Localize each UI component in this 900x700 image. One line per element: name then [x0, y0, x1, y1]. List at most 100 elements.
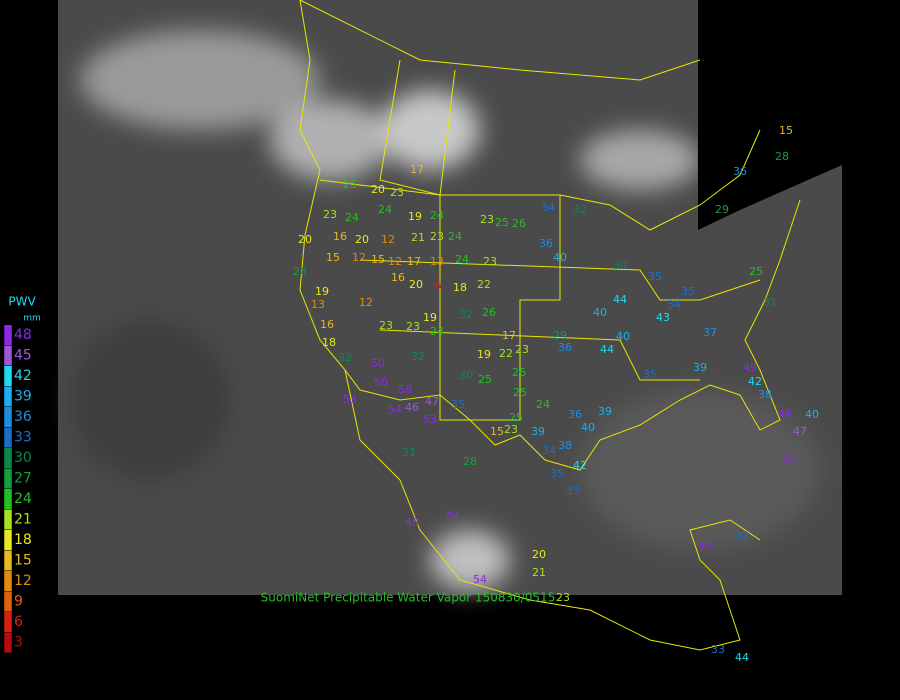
station-value: 30: [613, 259, 627, 272]
legend-swatch: [3, 386, 13, 407]
legend-swatch: [3, 324, 13, 346]
station-value: 23: [480, 213, 494, 226]
station-value: 23: [323, 208, 337, 221]
station-value: 15: [326, 251, 340, 264]
station-value: 44: [600, 343, 614, 356]
station-value: 23: [556, 591, 570, 604]
station-value: 25: [495, 216, 509, 229]
legend-label: 27: [14, 471, 32, 487]
station-value: 39: [598, 405, 612, 418]
legend-swatch: [3, 529, 13, 551]
station-value: 47: [425, 395, 439, 408]
station-value: 20: [371, 183, 385, 196]
station-value: 44: [735, 651, 749, 664]
station-value: 24: [345, 211, 359, 224]
no-data-area: [698, 0, 842, 230]
station-value: 21: [532, 566, 546, 579]
legend-swatch: [3, 550, 13, 571]
station-value: 21: [411, 231, 425, 244]
legend-swatch: [3, 632, 13, 653]
station-value: 23: [483, 255, 497, 268]
station-value: 20: [355, 233, 369, 246]
station-value: 16: [391, 271, 405, 284]
station-value: 15: [779, 124, 793, 137]
station-value: 36: [568, 408, 582, 421]
legend-label: 42: [14, 368, 32, 384]
station-value: 34: [667, 298, 681, 311]
station-value: 35: [643, 368, 657, 381]
station-value: 38: [758, 388, 772, 401]
station-value: 22: [477, 278, 491, 291]
station-value: 19: [423, 311, 437, 324]
station-value: 42: [573, 459, 587, 472]
legend-label: 33: [14, 430, 32, 446]
legend-label: 36: [14, 409, 32, 425]
station-value: 24: [448, 230, 462, 243]
station-value: 20: [298, 233, 312, 246]
station-value: 24: [455, 253, 469, 266]
station-value: 24: [536, 398, 550, 411]
station-value: 23: [379, 319, 393, 332]
legend-swatch: [3, 591, 13, 612]
station-value: 12: [359, 296, 373, 309]
legend-label: 12: [14, 573, 32, 589]
station-value: 35: [681, 285, 695, 298]
station-value: 39: [693, 361, 707, 374]
station-value: 35: [550, 467, 564, 480]
station-value: 24: [430, 325, 444, 338]
legend: PWV mm 48 45 42 39 36 33 30 27 24 21 18 15 12 9 6 3: [3, 295, 41, 653]
station-value: 28: [293, 265, 307, 278]
station-value: 29: [715, 203, 729, 216]
legend-swatch: [3, 406, 13, 428]
station-value: 31: [402, 446, 416, 459]
legend-swatch: [3, 345, 13, 366]
station-value: 12: [381, 233, 395, 246]
station-value: 28: [775, 150, 789, 163]
legend-label: 18: [14, 532, 32, 548]
station-value: 46: [405, 401, 419, 414]
station-value: 32: [459, 308, 473, 321]
legend-label: 39: [14, 389, 32, 405]
station-value: 34: [541, 201, 555, 214]
legend-title: PWV: [8, 295, 36, 309]
legend-label: 3: [14, 635, 23, 651]
station-value: 54: [446, 510, 460, 523]
station-value: 33: [711, 643, 725, 656]
caption: SuomiNet Precipitable Water Vapor 150830…: [261, 591, 556, 605]
station-value: 13: [311, 298, 325, 311]
station-value: 47: [793, 425, 807, 438]
station-value: 32: [573, 203, 587, 216]
station-value: 23: [390, 186, 404, 199]
station-value: 36: [558, 341, 572, 354]
legend-swatch: [3, 468, 13, 489]
station-value: 53: [423, 413, 437, 426]
station-value: 40: [616, 330, 630, 343]
station-value: 40: [553, 251, 567, 264]
station-value: 15: [490, 425, 504, 438]
legend-unit: mm: [23, 314, 41, 324]
legend-label: 24: [14, 491, 32, 507]
station-value: 42: [748, 375, 762, 388]
station-value: 20: [409, 278, 423, 291]
legend-label: 15: [14, 553, 32, 569]
legend-label: 21: [14, 512, 32, 528]
station-value: 31: [763, 296, 777, 309]
station-value: 37: [703, 326, 717, 339]
station-value: 23: [504, 423, 518, 436]
station-value: 20: [532, 548, 546, 561]
station-value: 32: [411, 350, 425, 363]
station-value: 54: [698, 539, 712, 552]
station-value: 35: [648, 270, 662, 283]
legend-label: 9: [14, 594, 23, 610]
station-value: 17: [410, 163, 424, 176]
station-value: 50: [374, 376, 388, 389]
station-value: 33: [566, 484, 580, 497]
station-value: 28: [463, 455, 477, 468]
legend-swatch: [3, 570, 13, 592]
station-value: 44: [613, 293, 627, 306]
station-value: 33: [735, 529, 749, 542]
station-value: 35: [451, 398, 465, 411]
station-value: 36: [733, 165, 747, 178]
